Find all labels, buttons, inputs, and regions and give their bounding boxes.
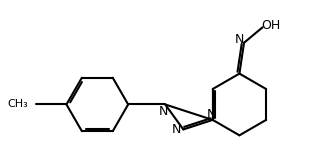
Text: CH₃: CH₃ <box>7 99 28 109</box>
Text: N: N <box>207 108 216 121</box>
Text: N: N <box>159 105 168 118</box>
Text: N: N <box>172 123 181 136</box>
Text: OH: OH <box>261 19 281 32</box>
Text: N: N <box>235 33 244 46</box>
